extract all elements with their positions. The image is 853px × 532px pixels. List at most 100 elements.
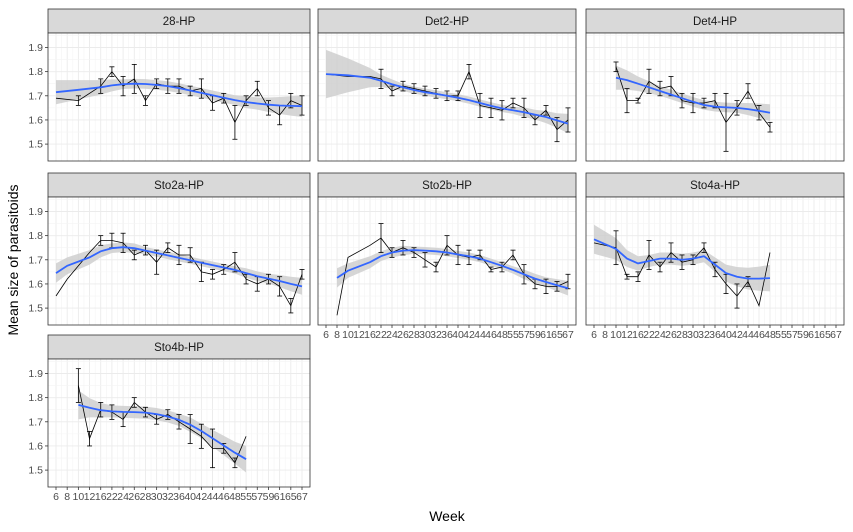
x-tick-label: 30 [419,329,431,341]
x-tick-label: 28 [408,329,420,341]
x-tick-label: 57 [251,491,263,503]
observed-line [55,240,303,307]
error-bar [624,273,630,280]
facet-panel: 28-HP 1.5 1.6 1.7 1.8 1.9 [28,8,311,162]
facet-panel: Sto4a-HP 6 8 10 12 16 22 24 26 28 30 32 36 40 42 44 46 48… [585,172,845,341]
x-tick-label: 8 [334,329,340,341]
x-tick-label: 30 [687,329,699,341]
x-tick-label: 16 [632,329,644,341]
x-tick-label: 26 [128,491,140,503]
error-bar [232,252,238,273]
x-tick-label: 48 [496,329,508,341]
y-tick-label: 1.8 [28,230,43,242]
panel-border [585,32,845,162]
x-tick-label: 32 [162,491,174,503]
error-bar [745,83,751,99]
error-bar [187,414,193,444]
y-tick-label: 1.8 [28,66,43,78]
x-tick-label: 10 [342,329,354,341]
x-tick-label: 65 [551,329,563,341]
error-bar [455,90,461,102]
x-tick-label: 36 [441,329,453,341]
error-bar [734,283,740,309]
x-tick-label: 8 [602,329,608,341]
error-bar [400,240,406,256]
error-bar [221,264,227,275]
facet-strip-label: Sto4a-HP [690,180,740,192]
x-tick-label: 42 [196,491,208,503]
facet-strip-label: Det2-HP [425,16,469,28]
error-bar [422,252,428,268]
facet-strip-label: Sto2b-HP [422,180,472,192]
panel-border [47,32,311,162]
error-bar [635,97,641,104]
error-bar [288,298,294,314]
y-tick-label: 1.6 [28,114,43,126]
facet-strip-label: 28-HP [163,16,196,28]
error-bar [701,97,707,109]
error-bar [679,92,685,109]
facet-panel: Det2-HP [317,8,577,162]
x-axis-title: Week [429,508,466,524]
error-bar [466,249,472,266]
x-tick-label: 24 [386,329,398,341]
x-tick-label: 46 [485,329,497,341]
x-tick-label: 12 [353,329,365,341]
y-tick-label: 1.6 [28,278,43,290]
smooth-trend-line [78,404,247,460]
error-bar [635,271,641,282]
x-tick-label: 67 [296,491,308,503]
panel-border [317,32,577,162]
error-bar [378,223,384,253]
x-tick-label: 55 [775,329,787,341]
error-bar [210,269,216,280]
x-tick-label: 55 [507,329,519,341]
x-tick-label: 44 [742,329,754,341]
error-bar [646,68,652,94]
error-bar [690,92,696,114]
error-bar [198,423,204,449]
x-tick-label: 40 [720,329,732,341]
error-bar [243,95,249,106]
x-tick-label: 6 [591,329,597,341]
smooth-trend-line [615,76,771,114]
smooth-trend-line [55,246,303,288]
y-tick-label: 1.6 [28,440,43,452]
error-bar [98,78,104,94]
error-bar [756,105,762,121]
x-tick-label: 26 [665,329,677,341]
panel-border [47,196,311,326]
x-tick-label: 57 [786,329,798,341]
error-bar [624,88,630,114]
x-tick-label: 46 [753,329,765,341]
facet-strip [47,172,311,198]
error-bar [131,63,137,94]
error-bar [265,100,271,116]
y-tick-label: 1.5 [28,465,43,477]
facet-panel: Det4-HP [585,8,845,162]
x-tick-label: 32 [430,329,442,341]
x-tick-label: 67 [562,329,574,341]
error-bar [657,261,663,273]
confidence-ribbon [326,49,568,134]
error-bar [488,266,494,273]
x-tick-label: 16 [364,329,376,341]
facet-strip-label: Sto4b-HP [154,342,204,354]
facet-strip [47,334,311,360]
error-bar [198,78,204,99]
error-bar [165,409,171,420]
error-bar [767,121,773,133]
x-tick-label: 42 [731,329,743,341]
error-bar [657,80,663,97]
facet-strip [585,8,845,34]
x-tick-label: 36 [173,491,185,503]
x-tick-label: 59 [797,329,809,341]
error-bar [554,117,560,143]
error-bar [299,269,305,280]
confidence-ribbon [56,78,302,117]
x-tick-label: 61 [274,491,286,503]
x-tick-label: 65 [285,491,297,503]
x-tick-label: 48 [229,491,241,503]
x-tick-label: 22 [106,491,118,503]
